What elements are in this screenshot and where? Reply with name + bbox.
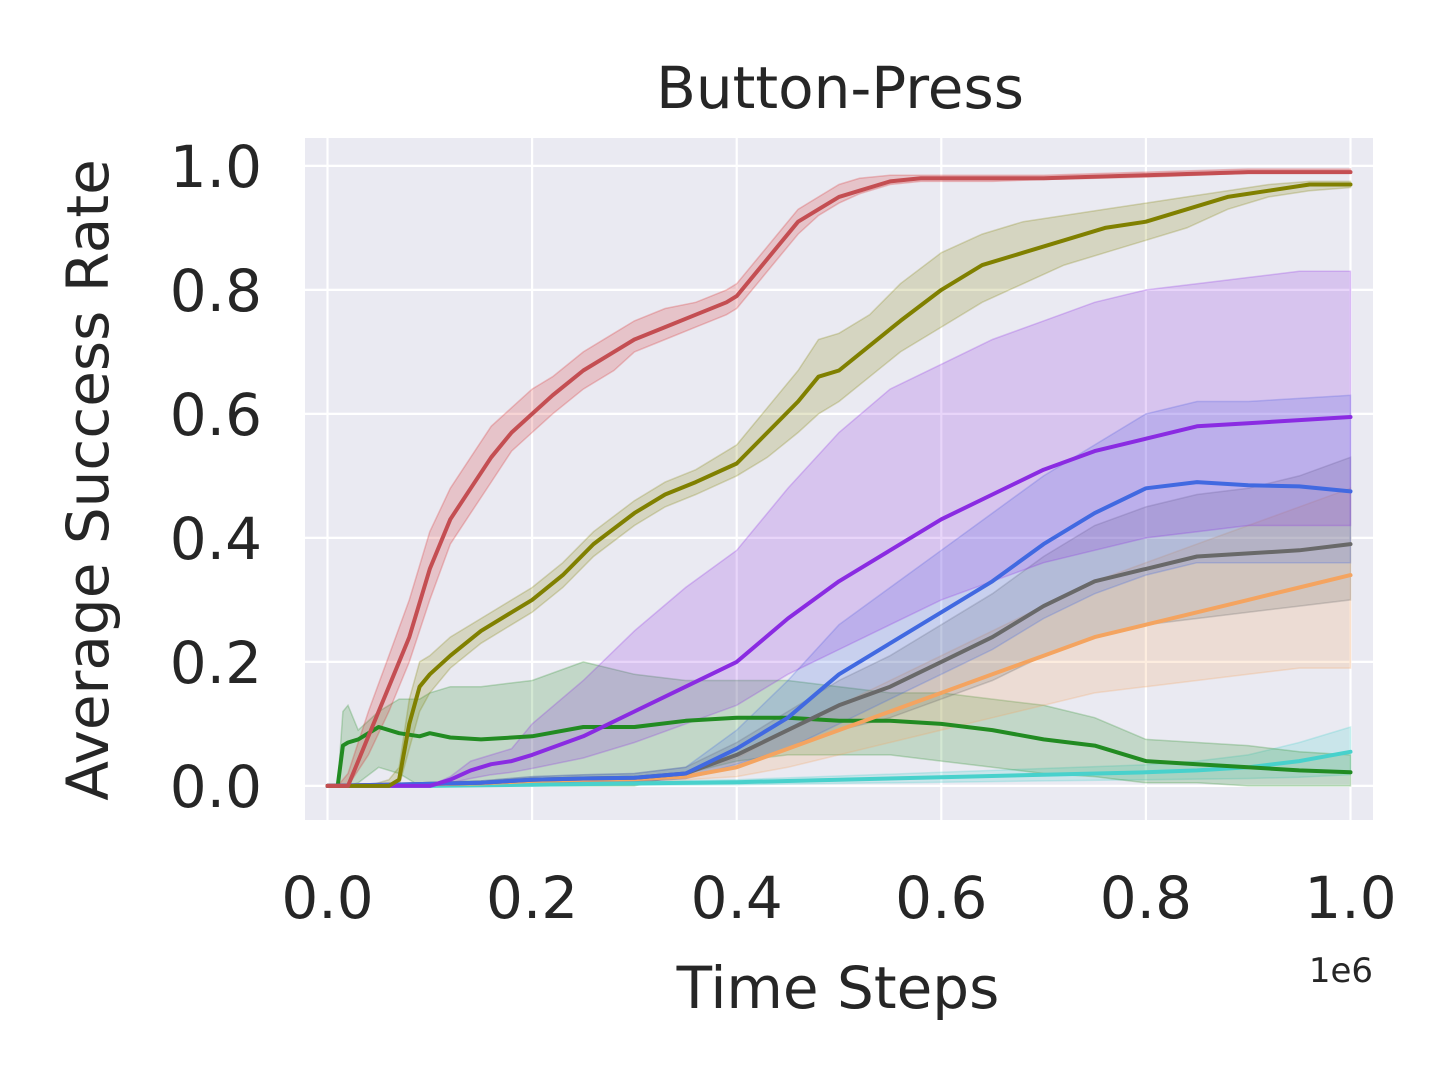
- x-tick-label: 0.6: [895, 864, 987, 932]
- series-lines: [325, 170, 1353, 788]
- y-tick-label: 0.2: [170, 629, 262, 697]
- x-tick-label: 0.2: [486, 864, 578, 932]
- x-axis-offset-label: 1e6: [1309, 951, 1373, 991]
- series-line-0: [325, 170, 1353, 788]
- y-tick-label: 1.0: [170, 133, 262, 201]
- confidence-bands: [327, 168, 1352, 787]
- gridlines: [305, 138, 1373, 820]
- x-tick-label: 0.4: [691, 864, 783, 932]
- y-axis-label: Average Success Rate: [54, 159, 122, 801]
- x-tick-label: 0.0: [281, 864, 373, 932]
- y-tick-label: 0.0: [170, 753, 262, 821]
- series-line-2: [325, 415, 1353, 788]
- series-band-2: [327, 270, 1352, 787]
- series-band-3: [327, 394, 1352, 787]
- series-line-1: [325, 182, 1353, 788]
- x-axis-label: Time Steps: [676, 954, 1000, 1022]
- y-tick-label: 0.6: [170, 381, 262, 449]
- x-tick-labels: 0.0 0.2 0.4 0.6 0.8 1.0: [281, 864, 1396, 932]
- y-tick-label: 0.4: [170, 505, 262, 573]
- chart-title: Button-Press: [656, 54, 1024, 122]
- series-band-5: [327, 487, 1352, 787]
- series-line-3: [325, 480, 1353, 788]
- y-tick-label: 0.8: [170, 257, 262, 325]
- y-tick-labels: 0.0 0.2 0.4 0.6 0.8 1.0: [170, 133, 262, 821]
- x-tick-label: 0.8: [1100, 864, 1192, 932]
- x-tick-label: 1.0: [1304, 864, 1396, 932]
